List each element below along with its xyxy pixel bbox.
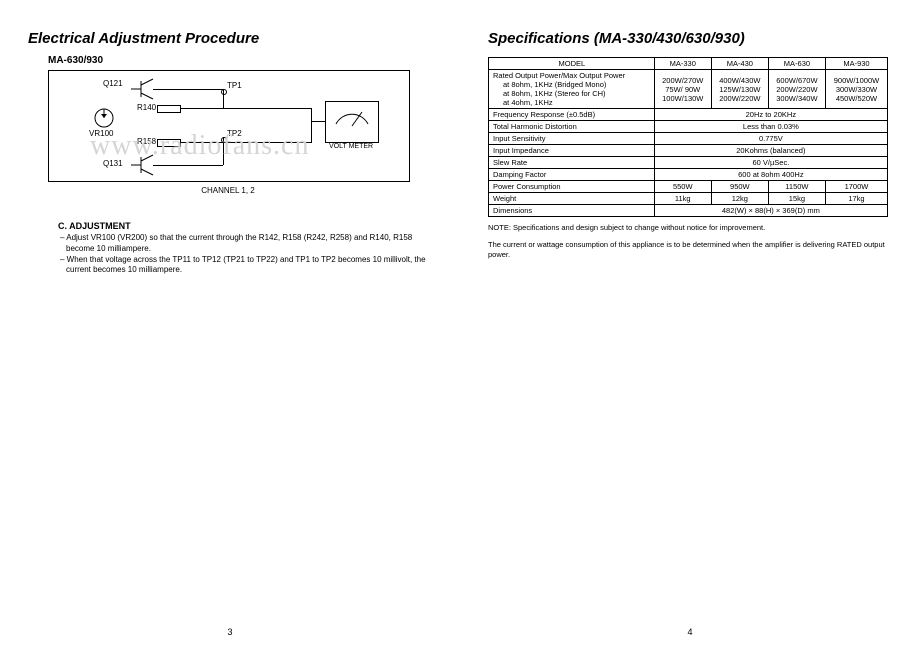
table-row: Input Sensitivity 0.775V xyxy=(489,133,888,145)
cell-text: 100W/130W xyxy=(658,94,708,103)
cell: 20Kohms (balanced) xyxy=(654,145,887,157)
cell: 600 at 8ohm 400Hz xyxy=(654,169,887,181)
cell-text: at 8ohm, 1KHz (Bridged Mono) xyxy=(493,80,651,89)
row-rp-head: Rated Output Power/Max Output Power at 8… xyxy=(489,70,655,109)
cell: 11kg xyxy=(654,193,711,205)
left-model: MA-630/930 xyxy=(48,55,432,66)
cell-text: 200W/270W xyxy=(658,76,708,85)
left-title: Electrical Adjustment Procedure xyxy=(28,30,432,47)
adjustment-line-2: – When that voltage across the TP11 to T… xyxy=(66,255,432,277)
cell: 17kg xyxy=(825,193,887,205)
cell: 1700W xyxy=(825,181,887,193)
right-page: Specifications (MA-330/430/630/930) MODE… xyxy=(460,0,920,651)
row-thd: Total Harmonic Distortion xyxy=(489,121,655,133)
note-2: The current or wattage consumption of th… xyxy=(488,240,888,261)
table-row: Total Harmonic Distortion Less than 0.03… xyxy=(489,121,888,133)
col-model: MODEL xyxy=(489,58,655,70)
cell: 482(W) × 88(H) × 369(D) mm xyxy=(654,205,887,217)
cell: 20Hz to 20KHz xyxy=(654,109,887,121)
cell: 950W xyxy=(711,181,768,193)
row-sens: Input Sensitivity xyxy=(489,133,655,145)
label-r158: R158 xyxy=(137,137,156,146)
table-row: Input Impedance 20Kohms (balanced) xyxy=(489,145,888,157)
note-1: NOTE: Specifications and design subject … xyxy=(488,223,888,234)
row-weight: Weight xyxy=(489,193,655,205)
label-q121: Q121 xyxy=(103,79,123,88)
cell-text: at 4ohm, 1KHz xyxy=(493,98,651,107)
cell-text: 300W/340W xyxy=(772,94,822,103)
voltmeter-icon xyxy=(325,101,379,143)
row-dim: Dimensions xyxy=(489,205,655,217)
cell-text: 300W/330W xyxy=(829,85,884,94)
table-row: Power Consumption 550W 950W 1150W 1700W xyxy=(489,181,888,193)
cell-text: 75W/ 90W xyxy=(658,85,708,94)
table-row: Rated Output Power/Max Output Power at 8… xyxy=(489,70,888,109)
cell: 900W/1000W 300W/330W 450W/520W xyxy=(825,70,887,109)
col-ma330: MA-330 xyxy=(654,58,711,70)
diagram-caption: CHANNEL 1, 2 xyxy=(48,186,408,195)
label-q131: Q131 xyxy=(103,159,123,168)
row-freq: Frequency Response (±0.5dB) xyxy=(489,109,655,121)
cell: 400W/430W 125W/130W 200W/220W xyxy=(711,70,768,109)
table-row: Frequency Response (±0.5dB) 20Hz to 20KH… xyxy=(489,109,888,121)
label-tp2: TP2 xyxy=(227,129,242,138)
circuit-diagram: Q121 Q131 VR100 R140 xyxy=(48,70,410,182)
row-pcons: Power Consumption xyxy=(489,181,655,193)
label-vr100: VR100 xyxy=(89,129,113,138)
cell-text: at 8ohm, 1KHz (Stereo for CH) xyxy=(493,89,651,98)
cell: 0.775V xyxy=(654,133,887,145)
cell-text: 900W/1000W xyxy=(829,76,884,85)
potentiometer-icon xyxy=(93,107,115,129)
adjustment-line-1: – Adjust VR100 (VR200) so that the curre… xyxy=(66,233,432,255)
table-row: Weight 11kg 12kg 15kg 17kg xyxy=(489,193,888,205)
row-slew: Slew Rate xyxy=(489,157,655,169)
adjustment-heading: C. ADJUSTMENT xyxy=(58,221,432,231)
cell: 550W xyxy=(654,181,711,193)
col-ma930: MA-930 xyxy=(825,58,887,70)
cell: 12kg xyxy=(711,193,768,205)
label-tp1: TP1 xyxy=(227,81,242,90)
resistor-icon xyxy=(157,105,181,113)
left-page: Electrical Adjustment Procedure MA-630/9… xyxy=(0,0,460,651)
cell: 15kg xyxy=(768,193,825,205)
cell-text: 200W/220W xyxy=(772,85,822,94)
label-voltmeter: VOLT METER xyxy=(329,143,373,150)
col-ma630: MA-630 xyxy=(768,58,825,70)
cell: 60 V/µSec. xyxy=(654,157,887,169)
label-r140: R140 xyxy=(137,103,156,112)
table-row: Damping Factor 600 at 8ohm 400Hz xyxy=(489,169,888,181)
col-ma430: MA-430 xyxy=(711,58,768,70)
cell-text: Rated Output Power/Max Output Power xyxy=(493,71,651,80)
page-number-right: 4 xyxy=(460,627,920,637)
cell-text: 600W/670W xyxy=(772,76,822,85)
cell-text: 125W/130W xyxy=(715,85,765,94)
row-imp: Input Impedance xyxy=(489,145,655,157)
cell: 1150W xyxy=(768,181,825,193)
cell: 600W/670W 200W/220W 300W/340W xyxy=(768,70,825,109)
table-row: Dimensions 482(W) × 88(H) × 369(D) mm xyxy=(489,205,888,217)
resistor-icon xyxy=(157,139,181,147)
cell-text: 400W/430W xyxy=(715,76,765,85)
spec-table: MODEL MA-330 MA-430 MA-630 MA-930 Rated … xyxy=(488,57,888,217)
right-title: Specifications (MA-330/430/630/930) xyxy=(488,30,892,47)
table-row: MODEL MA-330 MA-430 MA-630 MA-930 xyxy=(489,58,888,70)
cell: 200W/270W 75W/ 90W 100W/130W xyxy=(654,70,711,109)
table-row: Slew Rate 60 V/µSec. xyxy=(489,157,888,169)
cell-text: 450W/520W xyxy=(829,94,884,103)
page-number-left: 3 xyxy=(0,627,460,637)
cell: Less than 0.03% xyxy=(654,121,887,133)
cell-text: 200W/220W xyxy=(715,94,765,103)
row-damp: Damping Factor xyxy=(489,169,655,181)
